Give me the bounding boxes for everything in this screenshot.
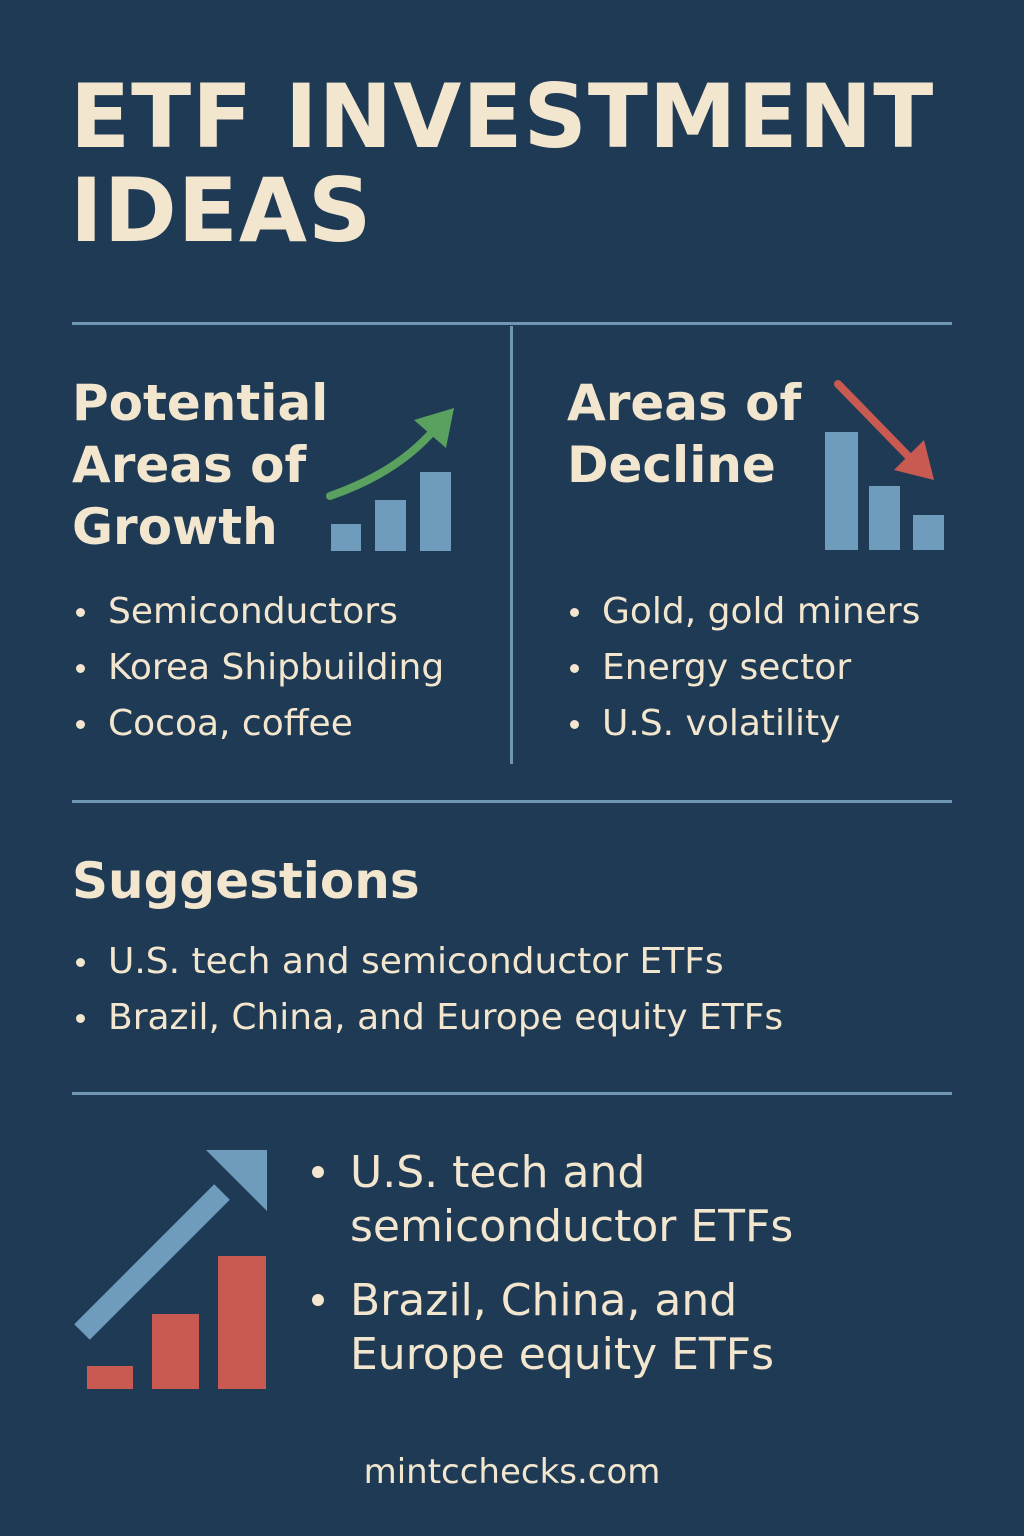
list-item: Cocoa, coffee (75, 696, 444, 752)
list-item: U.S. tech and semiconductor ETFs (311, 1147, 794, 1252)
list-item: Semiconductors (75, 584, 444, 640)
decline-list: Gold, gold miners Energy sector U.S. vol… (569, 584, 920, 752)
divider-middle (72, 800, 952, 803)
title-line-2: IDEAS (70, 159, 373, 262)
suggestions-list: U.S. tech and semiconductor ETFs Brazil,… (75, 934, 783, 1046)
highlight-list: U.S. tech and semiconductor ETFs Brazil,… (311, 1146, 794, 1382)
title-line-1: ETF INVESTMENT (70, 65, 935, 168)
decline-heading: Areas of Decline (567, 374, 802, 494)
list-item: U.S. tech and semiconductor ETFs (75, 934, 783, 990)
growth-bar-chart-icon (326, 408, 454, 551)
rising-bar-chart-icon (74, 1150, 267, 1389)
growth-list: Semiconductors Korea Shipbuilding Cocoa,… (75, 584, 444, 752)
list-item: Energy sector (569, 640, 920, 696)
list-item: Brazil, China, and Europe equity ETFs (75, 990, 783, 1046)
footer-website: mintcchecks.com (363, 1452, 661, 1492)
growth-heading: Potential Areas of Growth (72, 374, 329, 556)
list-item: U.S. volatility (569, 696, 920, 752)
list-item: Brazil, China, and Europe equity ETFs (311, 1274, 793, 1382)
list-item: Korea Shipbuilding (75, 640, 444, 696)
list-item: Gold, gold miners (569, 584, 920, 640)
page-title: ETF INVESTMENT IDEAS (70, 70, 970, 258)
divider-top (72, 322, 952, 325)
suggestions-heading: Suggestions (72, 852, 420, 910)
decline-bar-chart-icon (825, 380, 944, 550)
divider-vertical (510, 326, 513, 764)
divider-bottom (72, 1092, 952, 1095)
